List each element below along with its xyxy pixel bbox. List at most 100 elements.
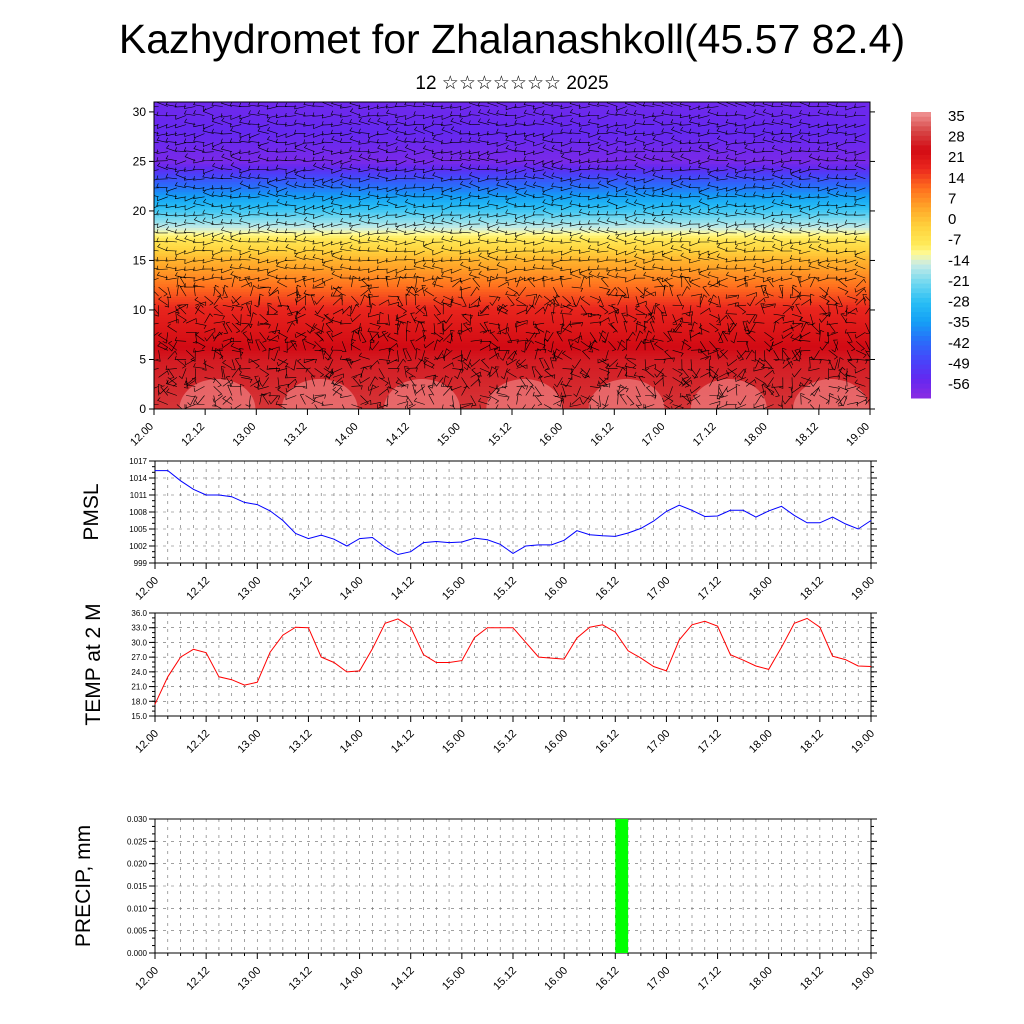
wind-barb bbox=[606, 178, 618, 183]
wind-barb bbox=[340, 181, 352, 189]
heatmap-band bbox=[154, 199, 870, 203]
wind-barb bbox=[671, 404, 682, 409]
wind-barb bbox=[505, 122, 517, 128]
series-point bbox=[359, 670, 360, 672]
wind-barb bbox=[689, 159, 701, 165]
wind-barb bbox=[762, 258, 774, 264]
wind-barb bbox=[762, 176, 774, 181]
wind-barb bbox=[496, 236, 508, 243]
wind-barb bbox=[789, 193, 802, 198]
series-point bbox=[410, 551, 412, 553]
wind-barb bbox=[250, 359, 260, 369]
wind-barb bbox=[515, 214, 526, 220]
wind-barb bbox=[743, 255, 756, 261]
wind-barb bbox=[735, 276, 747, 282]
wind-barb bbox=[174, 147, 187, 152]
wind-barb bbox=[771, 192, 783, 198]
wind-barb bbox=[654, 368, 664, 378]
wind-barb bbox=[615, 362, 627, 369]
heatmap-band bbox=[154, 214, 870, 218]
wind-barb bbox=[681, 377, 692, 386]
wind-barb bbox=[193, 176, 205, 181]
wind-barb bbox=[193, 137, 205, 143]
wind-barb bbox=[450, 187, 462, 193]
colorbar-cell bbox=[911, 340, 931, 347]
wind-barb bbox=[262, 394, 269, 405]
wind-barb bbox=[743, 166, 756, 171]
wind-barb bbox=[569, 158, 581, 164]
series-point bbox=[717, 625, 718, 627]
wind-barb bbox=[597, 226, 609, 234]
wind-barb bbox=[468, 257, 480, 262]
wind-barb bbox=[284, 156, 297, 161]
wind-barb bbox=[643, 178, 655, 184]
wind-barb bbox=[496, 205, 508, 210]
wind-barb bbox=[331, 169, 343, 174]
wind-barb bbox=[314, 295, 325, 305]
wind-barb bbox=[312, 162, 324, 170]
series-point bbox=[372, 648, 373, 650]
wind-barb bbox=[581, 349, 591, 360]
wind-barb bbox=[524, 181, 535, 189]
wind-barb bbox=[303, 358, 315, 364]
wind-barb bbox=[367, 236, 379, 243]
wind-barb bbox=[479, 329, 491, 335]
wind-barb bbox=[597, 135, 609, 143]
wind-barb bbox=[523, 276, 535, 282]
wind-barb bbox=[239, 384, 245, 396]
wind-barb bbox=[285, 140, 297, 146]
wind-barb bbox=[239, 173, 251, 180]
wind-barb bbox=[468, 220, 480, 225]
wind-barb bbox=[569, 320, 581, 326]
wind-barb bbox=[853, 211, 866, 216]
wind-barb bbox=[220, 130, 233, 135]
wind-barb bbox=[395, 225, 407, 234]
colorbar-cell bbox=[911, 145, 931, 151]
series-point bbox=[691, 624, 693, 626]
wind-barb bbox=[266, 114, 278, 119]
wind-barb bbox=[626, 338, 631, 351]
x-tick-label: 17.12 bbox=[696, 965, 724, 993]
series-point bbox=[819, 626, 821, 628]
wind-barb bbox=[406, 320, 412, 333]
wind-barb bbox=[790, 386, 802, 394]
series-point bbox=[832, 516, 833, 518]
wind-barb bbox=[284, 263, 297, 270]
wind-barb bbox=[560, 392, 572, 397]
wind-barb bbox=[667, 330, 673, 342]
wind-barb bbox=[626, 395, 635, 406]
series-point bbox=[397, 554, 399, 555]
wind-barb bbox=[498, 281, 509, 288]
wind-barb bbox=[661, 277, 673, 283]
wind-barb bbox=[845, 267, 857, 273]
wind-barb bbox=[644, 338, 649, 351]
wind-barb bbox=[716, 123, 728, 128]
wind-barb bbox=[395, 273, 407, 279]
wind-barb bbox=[652, 335, 664, 342]
wind-barb bbox=[557, 323, 563, 335]
wind-barb bbox=[312, 284, 324, 289]
wind-barb bbox=[690, 321, 698, 333]
wind-barb bbox=[587, 111, 600, 116]
wind-barb bbox=[652, 167, 664, 172]
wind-barb bbox=[267, 180, 279, 189]
wind-barb bbox=[385, 275, 390, 288]
wind-barb bbox=[397, 384, 409, 389]
wind-barb bbox=[349, 135, 361, 143]
wind-barb bbox=[268, 395, 281, 400]
wind-barb bbox=[560, 256, 572, 261]
wind-barb bbox=[257, 154, 269, 161]
wind-barb bbox=[698, 187, 710, 193]
wind-barb bbox=[598, 330, 606, 342]
wind-barb bbox=[644, 404, 647, 409]
wind-barb bbox=[450, 298, 462, 306]
wind-barb bbox=[808, 165, 820, 170]
wind-barb bbox=[245, 395, 251, 407]
wind-barb bbox=[753, 318, 765, 324]
wind-barb bbox=[670, 218, 682, 225]
wind-barb bbox=[753, 109, 765, 116]
wind-barb bbox=[213, 404, 223, 409]
wind-barb bbox=[322, 277, 334, 283]
wind-barb bbox=[441, 205, 453, 211]
wind-barb bbox=[854, 379, 866, 387]
